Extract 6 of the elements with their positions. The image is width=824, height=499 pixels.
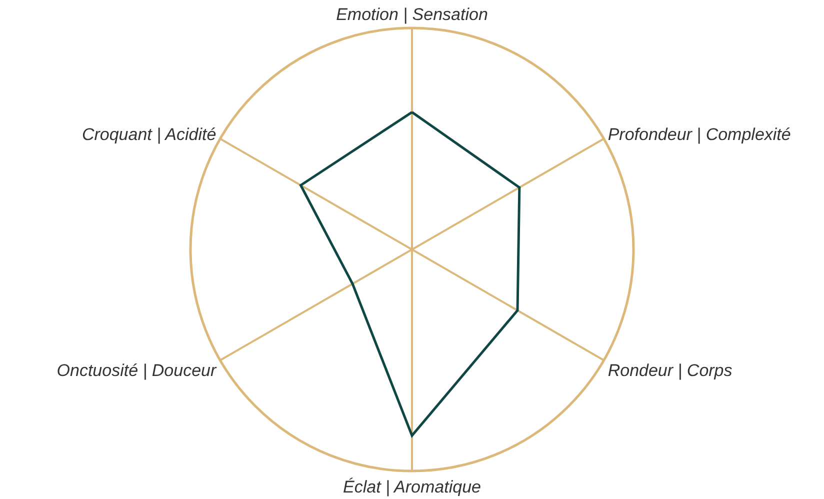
spoke-label: Éclat | Aromatique (343, 478, 481, 497)
spoke-label: Rondeur | Corps (608, 361, 733, 380)
spoke-label: Profondeur | Complexité (608, 124, 791, 144)
spoke-label: Onctuosité | Douceur (56, 361, 218, 380)
spoke-label: Emotion | Sensation (336, 4, 488, 24)
spoke-label: Croquant | Acidité (82, 124, 216, 144)
